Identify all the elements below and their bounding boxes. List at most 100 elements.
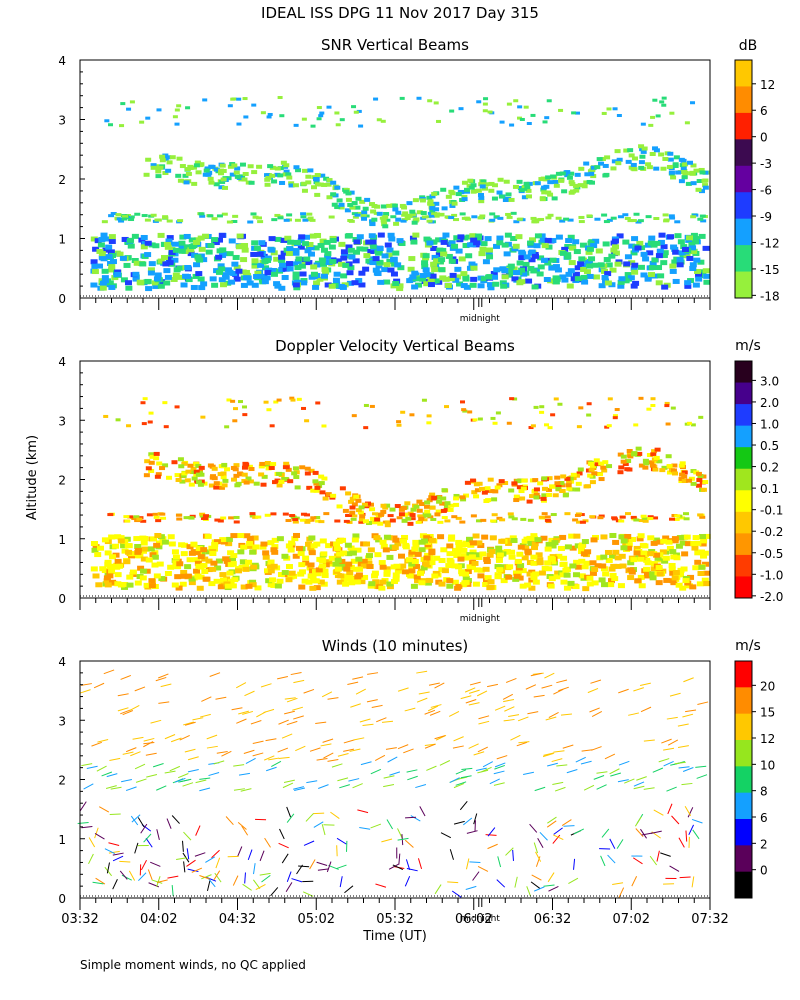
velocity-cell: [468, 554, 476, 560]
snr-cell: [505, 196, 512, 201]
snr-cell: [652, 98, 658, 102]
wind-barb: [233, 788, 245, 791]
snr-cell: [496, 240, 504, 246]
snr-cell: [312, 284, 320, 290]
velocity-cell: [421, 518, 428, 522]
snr-cell: [526, 122, 532, 126]
velocity-cell: [249, 549, 257, 555]
snr-cell: [690, 232, 698, 238]
colorbar-tick-label: 6: [760, 104, 768, 118]
snr-cell: [541, 243, 549, 249]
velocity-cell: [312, 479, 319, 484]
snr-cell: [96, 248, 104, 254]
velocity-cell: [607, 397, 613, 401]
velocity-cell: [378, 585, 386, 591]
wind-barb: [179, 734, 190, 741]
snr-cell: [192, 273, 200, 279]
velocity-cell: [690, 423, 696, 427]
snr-cell: [194, 254, 202, 260]
wind-barb: [316, 758, 328, 761]
velocity-cell: [346, 569, 354, 575]
velocity-cell: [554, 570, 562, 576]
velocity-cell: [669, 549, 677, 555]
wind-barb: [261, 874, 271, 883]
velocity-cell: [103, 578, 111, 584]
snr-cell: [610, 166, 617, 171]
wind-barb: [242, 710, 254, 715]
wind-barb: [119, 870, 128, 880]
snr-cell: [698, 233, 706, 239]
snr-cell: [205, 249, 213, 255]
velocity-cell: [626, 467, 633, 472]
wind-barb: [362, 723, 374, 726]
wind-barb: [253, 863, 256, 875]
snr-cell: [580, 266, 588, 272]
velocity-cell: [360, 558, 368, 564]
snr-cell: [691, 239, 699, 245]
snr-cell: [157, 232, 165, 238]
colorbar-swatch: [735, 533, 752, 556]
wind-barb: [327, 759, 339, 762]
snr-cell: [285, 251, 293, 257]
snr-cell: [328, 244, 336, 250]
velocity-cell: [505, 574, 513, 580]
snr-cell: [670, 244, 678, 250]
velocity-cell: [523, 536, 531, 542]
velocity-cell: [533, 495, 540, 500]
snr-cell: [166, 219, 173, 223]
snr-cell: [109, 259, 117, 265]
snr-cell: [122, 215, 129, 219]
snr-cell: [240, 257, 248, 263]
velocity-cell: [487, 584, 495, 590]
velocity-cell: [136, 517, 143, 521]
snr-cell: [513, 220, 520, 224]
snr-cell: [209, 276, 217, 282]
velocity-cell: [108, 569, 116, 575]
velocity-cell: [302, 555, 310, 561]
wind-barb: [468, 702, 480, 706]
wind-barb: [339, 784, 350, 789]
velocity-cell: [473, 567, 481, 573]
velocity-cell: [451, 579, 459, 585]
velocity-cell: [494, 564, 502, 570]
snr-cell: [198, 246, 206, 252]
snr-cell: [546, 99, 552, 103]
snr-cell: [160, 255, 168, 261]
velocity-cell: [488, 548, 496, 554]
snr-cell: [427, 278, 435, 284]
velocity-cell: [499, 518, 506, 522]
snr-cell: [224, 280, 232, 286]
snr-cell: [605, 262, 613, 268]
velocity-cell: [680, 566, 688, 572]
footnote: Simple moment winds, no QC applied: [80, 958, 306, 972]
y-tick-label: 4: [58, 655, 66, 669]
snr-cell: [358, 124, 364, 128]
velocity-cell: [474, 488, 481, 493]
snr-cell: [480, 276, 488, 282]
snr-cell: [260, 253, 268, 259]
snr-cell: [375, 249, 383, 255]
velocity-cell: [647, 535, 655, 541]
snr-cell: [525, 194, 532, 199]
snr-cell: [283, 169, 290, 174]
velocity-cell: [635, 446, 642, 451]
velocity-cell: [580, 551, 588, 557]
velocity-cell: [338, 565, 346, 571]
snr-cell: [293, 123, 299, 127]
snr-cell: [465, 253, 473, 259]
wind-barb: [687, 807, 694, 818]
wind-barb: [134, 686, 146, 692]
velocity-cell: [237, 533, 245, 539]
snr-cell: [421, 264, 429, 270]
wind-barb: [468, 743, 479, 749]
snr-cell: [676, 262, 684, 268]
y-tick-label: 2: [58, 774, 66, 788]
velocity-cell: [568, 533, 576, 539]
velocity-cell: [653, 552, 661, 558]
snr-cell: [175, 274, 183, 280]
snr-cell: [627, 148, 634, 153]
velocity-cell: [579, 520, 586, 524]
velocity-cell: [422, 561, 430, 567]
snr-cell: [269, 173, 276, 178]
velocity-cell: [336, 579, 344, 585]
